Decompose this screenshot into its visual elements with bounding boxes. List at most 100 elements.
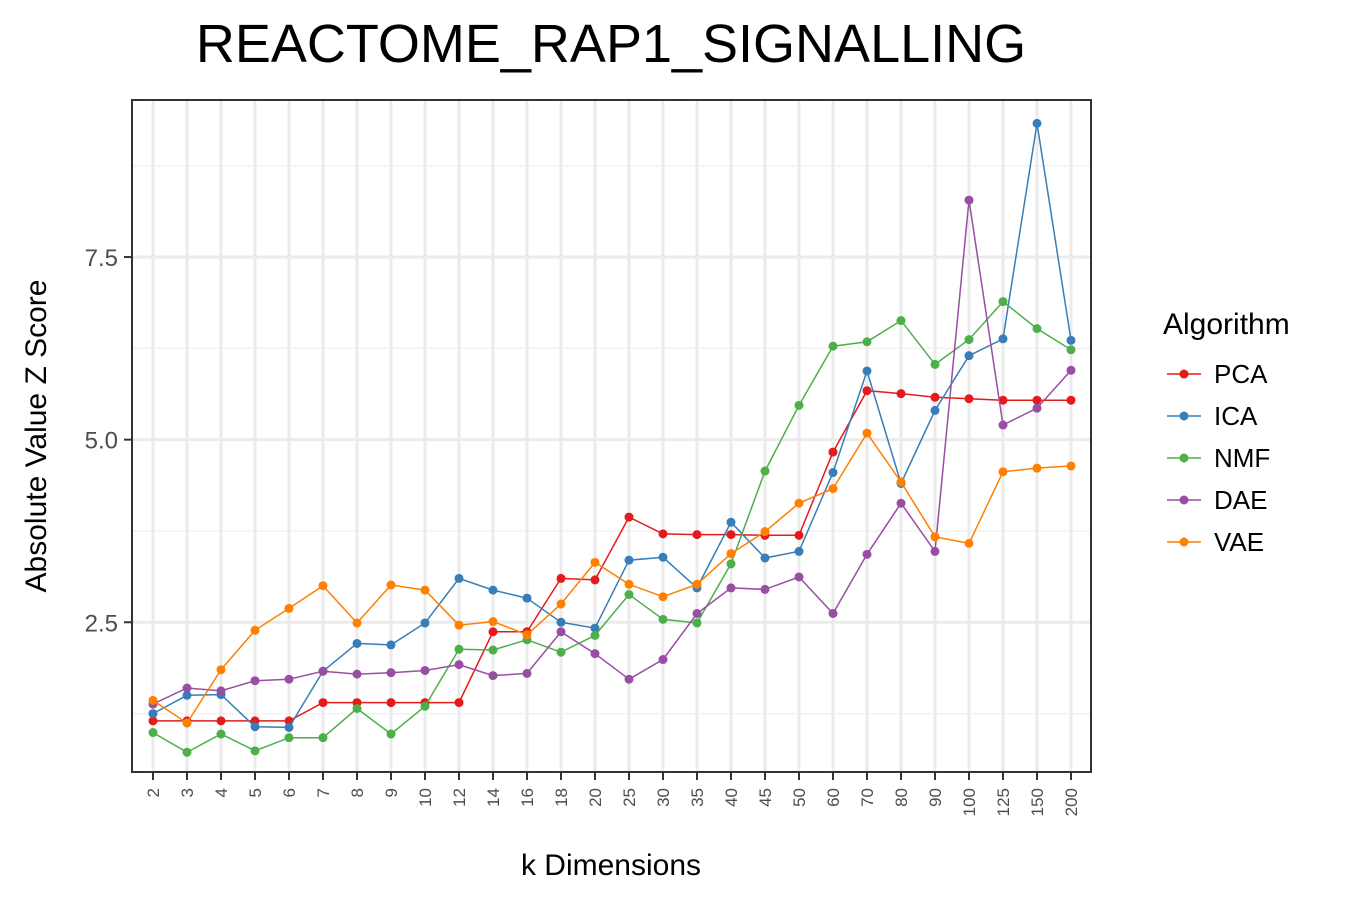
x-tick-label: 50: [790, 788, 809, 807]
data-point-nmf: [284, 733, 294, 743]
x-tick-label: 150: [1028, 788, 1047, 816]
data-point-nmf: [998, 297, 1008, 307]
data-point-pca: [828, 447, 838, 457]
data-point-ica: [794, 546, 804, 556]
data-point-pca: [454, 698, 464, 708]
legend-key-point: [1179, 453, 1189, 463]
data-point-dae: [522, 668, 532, 678]
x-tick-label: 10: [416, 788, 435, 807]
data-point-dae: [420, 665, 430, 675]
data-point-nmf: [556, 647, 566, 657]
data-point-pca: [590, 575, 600, 585]
data-point-nmf: [692, 618, 702, 628]
data-point-ica: [454, 573, 464, 583]
data-point-ica: [760, 553, 770, 563]
x-tick-label: 70: [858, 788, 877, 807]
data-point-dae: [760, 584, 770, 594]
legend: Algorithm PCA ICA NMF DAE VAE: [1163, 308, 1290, 557]
data-point-pca: [794, 530, 804, 540]
data-point-vae: [284, 603, 294, 613]
data-point-nmf: [590, 630, 600, 640]
data-point-vae: [998, 467, 1008, 477]
data-point-nmf: [794, 400, 804, 410]
x-tick-label: 125: [994, 788, 1013, 816]
data-point-vae: [522, 630, 532, 640]
data-point-pca: [658, 529, 668, 539]
data-point-vae: [794, 498, 804, 508]
data-point-pca: [896, 389, 906, 399]
data-point-nmf: [454, 644, 464, 654]
legend-key-point: [1179, 495, 1189, 505]
data-point-vae: [930, 532, 940, 542]
data-point-dae: [454, 660, 464, 670]
x-tick-label: 40: [722, 788, 741, 807]
series-vae: [148, 428, 1076, 728]
data-point-nmf: [488, 645, 498, 655]
x-tick-label: 3: [178, 788, 197, 797]
data-point-dae: [828, 608, 838, 618]
data-point-dae: [794, 572, 804, 582]
data-point-nmf: [386, 729, 396, 739]
data-point-ica: [352, 638, 362, 648]
y-tick-label: 5.0: [85, 428, 118, 455]
x-tick-label: 8: [348, 788, 367, 797]
data-point-ica: [556, 617, 566, 627]
data-point-dae: [998, 420, 1008, 430]
series-line-pca: [153, 389, 1071, 722]
data-point-vae: [352, 618, 362, 628]
data-point-nmf: [216, 729, 226, 739]
x-tick-label: 200: [1062, 788, 1081, 816]
data-point-vae: [658, 592, 668, 602]
data-point-ica: [182, 690, 192, 700]
series-layer: [148, 118, 1076, 757]
data-point-ica: [420, 618, 430, 628]
x-tick-label: 12: [450, 788, 469, 807]
data-point-pca: [998, 395, 1008, 405]
x-tick-label: 60: [824, 788, 843, 807]
data-point-vae: [726, 549, 736, 559]
data-point-nmf: [148, 728, 158, 738]
data-point-vae: [1066, 461, 1076, 471]
data-point-pca: [318, 698, 328, 708]
x-tick-label: 16: [518, 788, 537, 807]
data-point-pca: [624, 512, 634, 522]
legend-item-pca: PCA: [1167, 359, 1268, 389]
y-axis-title: Absolute Value Z Score: [20, 280, 53, 593]
data-point-pca: [1032, 395, 1042, 405]
x-tick-label: 4: [212, 788, 231, 797]
data-point-dae: [590, 649, 600, 659]
data-point-nmf: [1066, 345, 1076, 355]
data-point-nmf: [658, 614, 668, 624]
data-point-vae: [1032, 463, 1042, 473]
x-tick-label: 45: [756, 788, 775, 807]
data-point-ica: [488, 585, 498, 595]
data-point-pca: [216, 716, 226, 726]
x-tick-label: 6: [280, 788, 299, 797]
data-point-vae: [862, 428, 872, 438]
legend-label: PCA: [1214, 359, 1268, 389]
data-point-dae: [726, 583, 736, 593]
data-point-ica: [522, 593, 532, 603]
data-point-dae: [930, 546, 940, 556]
data-point-dae: [182, 683, 192, 693]
data-point-pca: [930, 392, 940, 402]
data-point-dae: [386, 668, 396, 678]
data-point-vae: [556, 599, 566, 609]
data-point-pca: [488, 627, 498, 637]
data-point-vae: [896, 477, 906, 487]
data-point-dae: [624, 674, 634, 684]
data-point-pca: [726, 530, 736, 540]
legend-label: NMF: [1214, 443, 1270, 473]
data-point-dae: [318, 666, 328, 676]
legend-label: ICA: [1214, 401, 1258, 431]
data-point-vae: [590, 557, 600, 567]
x-tick-label: 7: [314, 788, 333, 797]
x-tick-label: 14: [484, 788, 503, 807]
legend-label: VAE: [1214, 527, 1264, 557]
data-point-nmf: [1032, 324, 1042, 334]
data-point-pca: [1066, 395, 1076, 405]
data-point-nmf: [964, 335, 974, 345]
legend-item-ica: ICA: [1167, 401, 1258, 431]
data-point-vae: [624, 579, 634, 589]
data-point-vae: [828, 484, 838, 494]
